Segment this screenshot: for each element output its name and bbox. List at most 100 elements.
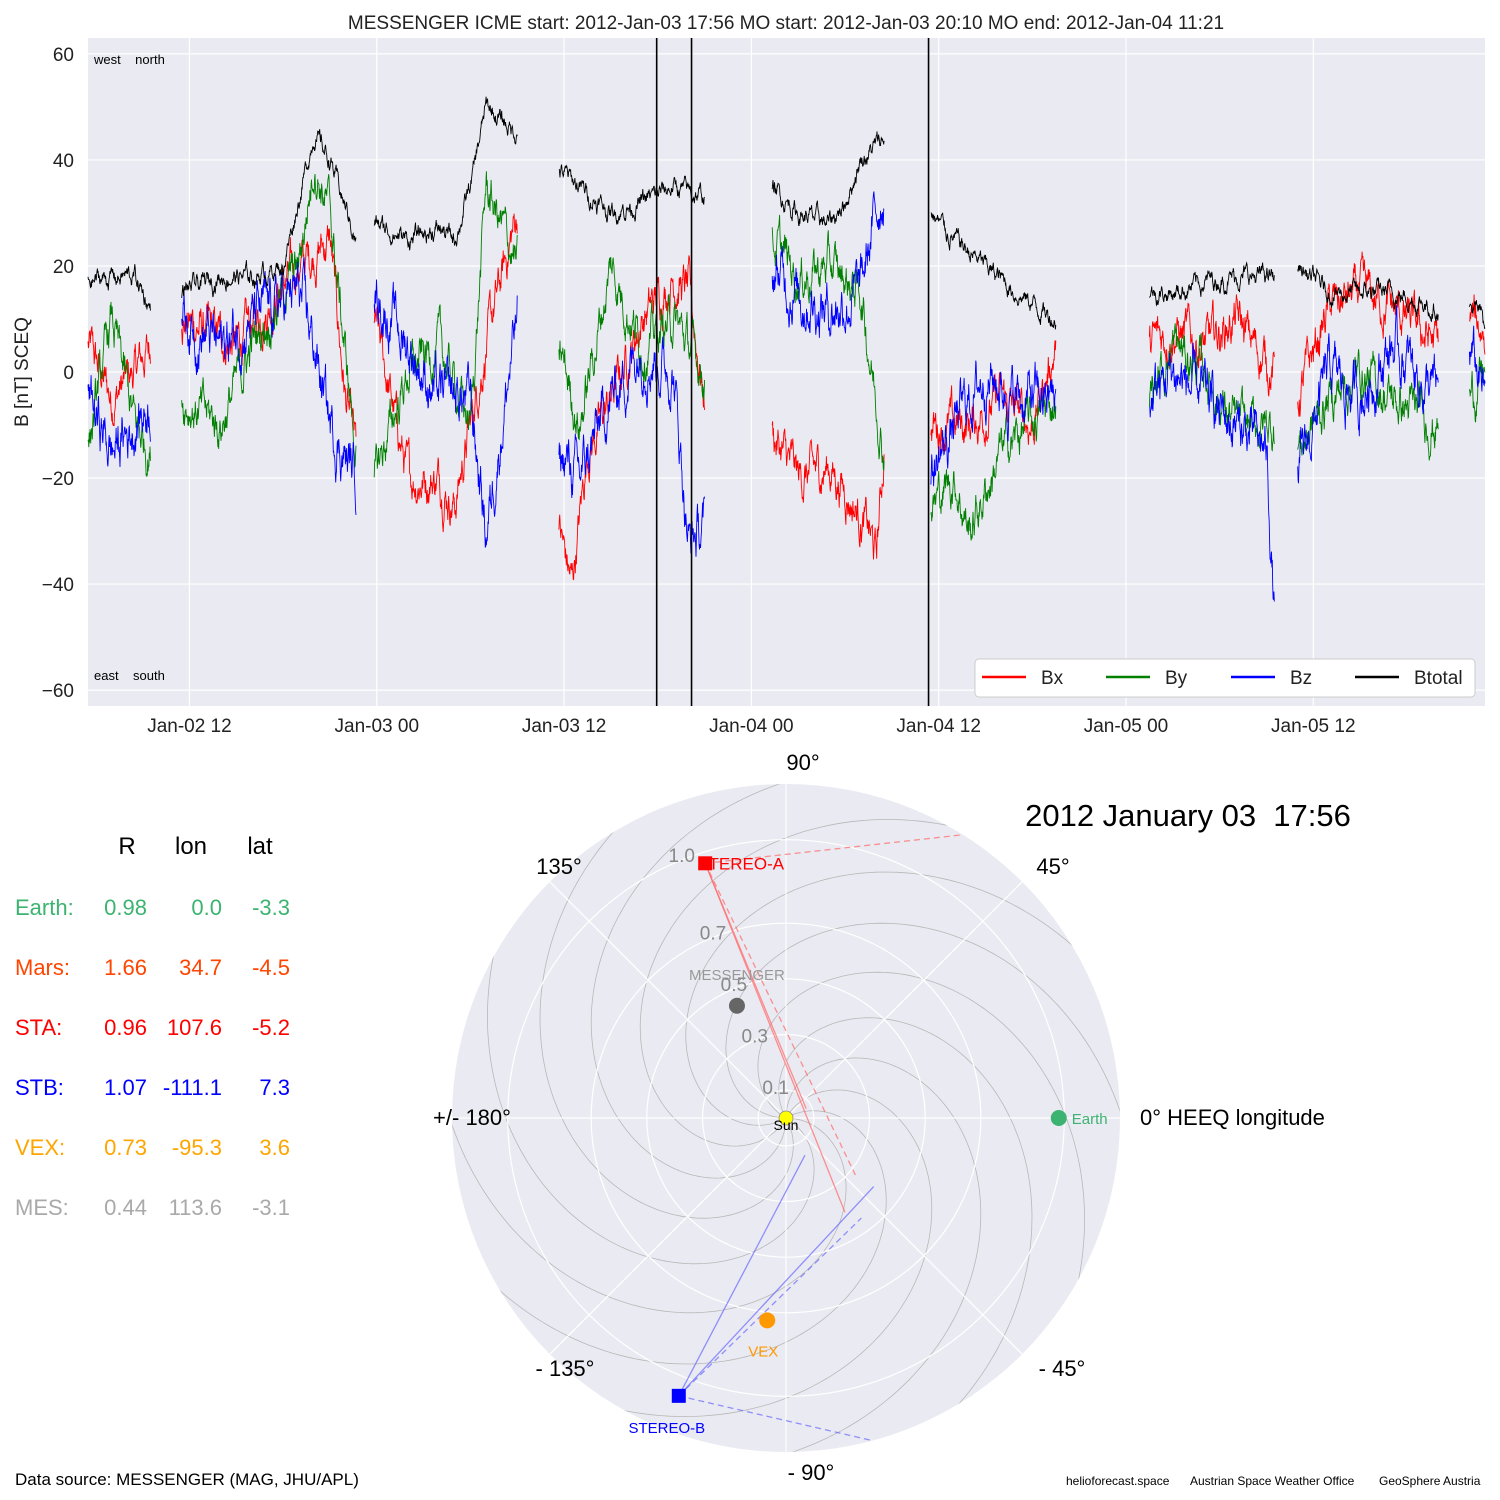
body-marker-messenger: [728, 997, 745, 1014]
series-line-by: [771, 214, 885, 472]
parker-spiral: [452, 1042, 847, 1314]
table-cell-r: 1.07: [104, 1075, 147, 1100]
angle-spoke: [549, 1117, 787, 1355]
series-line-by: [181, 173, 357, 468]
legend: Bx By Bz Btotal: [974, 658, 1476, 698]
legend-label-bx: Bx: [1041, 668, 1064, 689]
x-tick-label: Jan-04 00: [709, 716, 794, 737]
credit-asweo: Austrian Space Weather Office: [1190, 1474, 1355, 1488]
table-cell-lat: 7.3: [259, 1075, 290, 1100]
table-cell-lon: -111.1: [163, 1075, 222, 1100]
series-line-btotal: [930, 212, 1057, 330]
series-line-bz: [1149, 342, 1275, 602]
y-tick-label: 20: [53, 257, 74, 278]
x-tick-label: Jan-03 00: [335, 716, 420, 737]
angle-label: 135°: [536, 854, 582, 879]
bodies: Sun Earth MESSENGER VEX STEREO-A STEREO-B: [628, 854, 1107, 1437]
series-line-bz: [771, 191, 885, 338]
series-line-bx: [87, 326, 151, 427]
parker-spiral: [639, 819, 1028, 1147]
table-row-label: STB:: [15, 1075, 64, 1100]
fov-line: [704, 863, 807, 1109]
parker-spirals: [452, 784, 1120, 1452]
fov-line: [678, 1154, 806, 1397]
series-line-by: [930, 385, 1057, 541]
table-header: lat: [247, 833, 273, 860]
series-line-by: [1297, 349, 1439, 461]
table-cell-lon: 0.0: [191, 895, 222, 920]
series-lines: [87, 96, 1486, 602]
longitude-axis-label: 0° HEEQ longitude: [1140, 1105, 1325, 1130]
angle-spoke: [785, 1117, 1023, 1355]
series-line-bz: [1468, 325, 1486, 392]
body-label-earth: Earth: [1072, 1111, 1108, 1128]
series-line-btotal: [558, 164, 705, 225]
table-header: R: [118, 833, 135, 860]
parker-spiral: [590, 784, 862, 1179]
angle-label: - 45°: [1039, 1356, 1086, 1381]
series-line-btotal: [181, 129, 357, 299]
angle-label: - 135°: [536, 1356, 595, 1381]
body-label-stereo-b: STEREO-B: [628, 1420, 705, 1437]
angle-label: 45°: [1036, 854, 1069, 879]
radial-labels: 0.1 0.3 0.5 0.7 1.0: [669, 846, 789, 1099]
event-lines: [655, 38, 930, 706]
series-line-btotal: [1149, 261, 1275, 307]
body-label-vex: VEX: [748, 1343, 778, 1360]
body-marker-stereo-b: [671, 1388, 686, 1403]
credit-helioforecast: helioforecast.space: [1066, 1474, 1170, 1488]
table-row-label: STA:: [15, 1015, 62, 1040]
body-label-messenger: MESSENGER: [689, 967, 785, 984]
y-tick-label: −40: [42, 575, 74, 596]
table-cell-lat: -3.3: [252, 895, 290, 920]
table-row-label: MES:: [15, 1195, 69, 1220]
corner-label-bottom: east south: [94, 668, 165, 683]
angle-label: - 90°: [788, 1460, 835, 1485]
radial-label: 0.3: [742, 1027, 768, 1048]
table-cell-r: 1.66: [104, 955, 147, 980]
body-label-sun: Sun: [774, 1117, 799, 1133]
table-cell-lon: 113.6: [169, 1195, 222, 1220]
angle-labels: 45° 90° 135° +/- 180° - 135° - 90° - 45°: [433, 750, 1085, 1485]
fov-line: [678, 1395, 873, 1442]
legend-label-btotal: Btotal: [1414, 668, 1463, 689]
parker-spiral: [539, 784, 794, 1219]
series-line-bz: [181, 257, 357, 515]
radial-label: 0.7: [700, 923, 726, 944]
table-cell-r: 0.96: [104, 1015, 147, 1040]
table-cell-r: 0.98: [104, 895, 147, 920]
table-row-label: Mars:: [15, 955, 70, 980]
radial-label: 0.5: [721, 975, 747, 996]
x-tick-label: Jan-05 12: [1271, 716, 1356, 737]
table-cell-r: 0.73: [104, 1135, 147, 1160]
fov-line: [678, 1217, 862, 1397]
series-line-bx: [1148, 294, 1275, 397]
series-line-bz: [373, 279, 518, 548]
series-line-btotal: [373, 96, 518, 251]
series-line-btotal: [1297, 264, 1439, 323]
y-axis-label: B [nT] SCEQ: [12, 317, 33, 427]
body-marker-stereo-a: [698, 856, 713, 871]
x-tick-label: Jan-03 12: [522, 716, 607, 737]
series-line-bx: [373, 213, 518, 533]
fov-line: [705, 834, 964, 864]
body-marker-vex: [759, 1312, 776, 1329]
series-line-bz: [558, 336, 706, 557]
angle-label: +/- 180°: [433, 1105, 511, 1130]
fov-lines: [678, 834, 964, 1442]
x-tick-label: Jan-05 00: [1084, 716, 1169, 737]
gridlines: [88, 38, 1485, 706]
legend-label-by: By: [1165, 668, 1188, 689]
table-row-label: Earth:: [15, 895, 74, 920]
y-tick-label: 60: [53, 45, 74, 66]
parker-spiral: [544, 1089, 933, 1417]
body-marker-sun: [778, 1110, 794, 1126]
table-header: lon: [175, 833, 207, 860]
polar-title: 2012 January 03 17:56: [1025, 798, 1351, 833]
legend-label-bz: Bz: [1290, 668, 1312, 689]
series-line-bx: [771, 421, 885, 560]
polar-plot: 0.1 0.3 0.5 0.7 1.0 45° 90° 135° +/- 180° - 135°…: [433, 750, 1351, 1485]
y-tick-label: 0: [63, 363, 74, 384]
